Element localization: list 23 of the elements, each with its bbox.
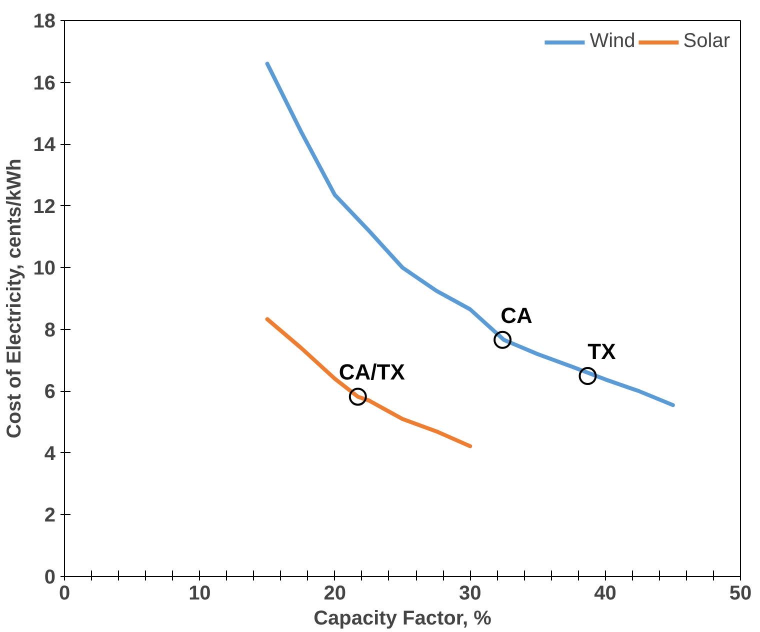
- annotation: CA/TX: [338, 360, 406, 385]
- y-tick-label: 2: [44, 504, 56, 527]
- y-tick-label: 4: [44, 442, 56, 465]
- y-tick-label: 18: [33, 10, 56, 32]
- x-tick-label: 50: [729, 582, 752, 604]
- x-tick-label: 10: [188, 582, 211, 604]
- legend-label: Wind: [590, 30, 636, 53]
- x-tick-label: 20: [324, 582, 346, 604]
- y-tick-label: 10: [33, 258, 56, 280]
- x-tick-label: 0: [58, 582, 70, 604]
- annotation: CA: [500, 302, 533, 328]
- annotation: TX: [588, 339, 616, 364]
- x-tick-label: 30: [458, 582, 482, 604]
- y-tick-label: 6: [44, 381, 56, 404]
- y-tick-label: 14: [33, 134, 56, 156]
- y-tick-label: 16: [33, 72, 56, 94]
- y-tick-label: 0: [44, 566, 56, 588]
- x-axis-title: Capacity Factor, %: [314, 608, 492, 630]
- y-tick-label: 12: [33, 196, 56, 218]
- y-axis-title: Cost of Electricity, cents/kWh: [3, 158, 26, 438]
- y-tick-label: 8: [44, 319, 56, 342]
- legend-label: Solar: [683, 30, 730, 53]
- x-tick-label: 40: [594, 582, 616, 604]
